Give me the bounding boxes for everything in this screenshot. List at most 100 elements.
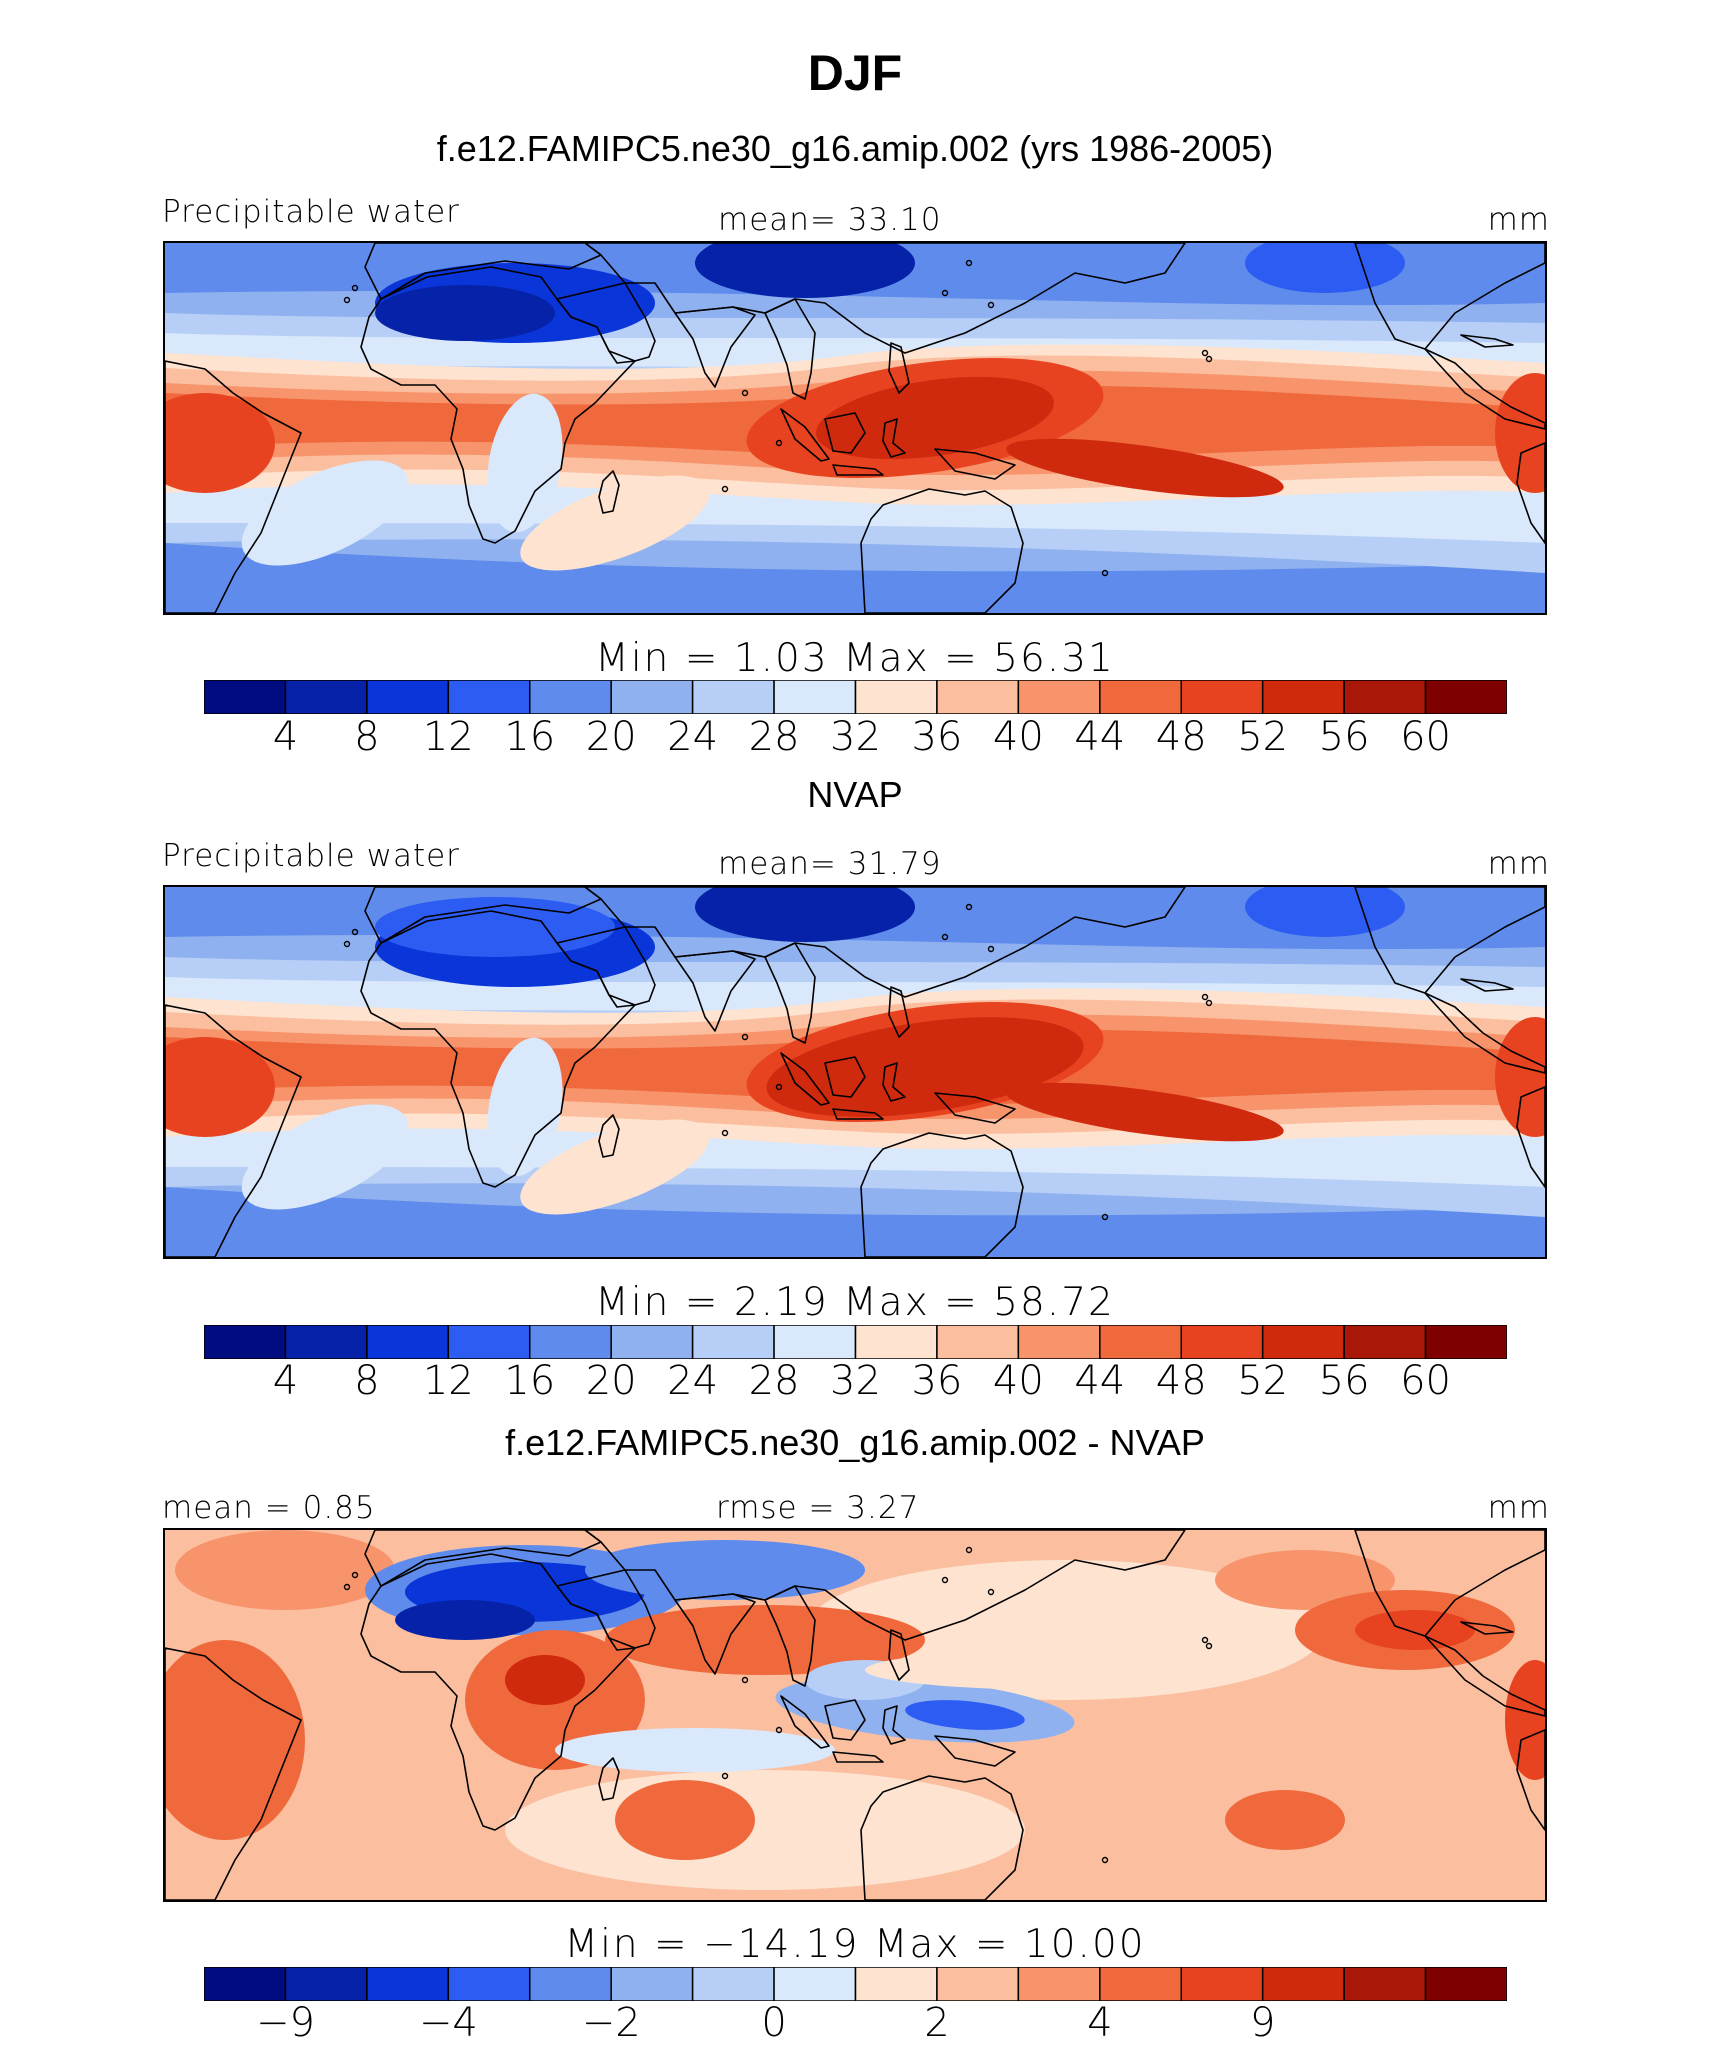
colorbar-1-swatch <box>204 680 287 714</box>
coastline <box>1354 1530 1545 1637</box>
field-contour <box>505 1655 585 1705</box>
coastline <box>832 464 884 476</box>
colorbar-2-swatch <box>1099 1325 1182 1359</box>
coastline <box>882 1062 906 1102</box>
colorbar-1-tick-label: 60 <box>1400 714 1452 760</box>
coastline <box>824 1699 866 1741</box>
coastline <box>556 282 656 362</box>
field-contour <box>375 285 555 341</box>
field-contour <box>766 1017 1084 1117</box>
panel-1-units: mm <box>1487 202 1550 238</box>
colorbar-1-tick-label: 32 <box>830 714 881 760</box>
colorbar-2-swatch <box>284 1325 368 1359</box>
field-contour <box>1495 373 1545 493</box>
coastline <box>824 412 866 454</box>
colorbar-2-tick-label: 44 <box>1074 1358 1126 1404</box>
colorbar-1-swatch <box>936 680 1020 714</box>
island <box>775 1726 783 1734</box>
island <box>1101 1213 1109 1221</box>
field-contour <box>520 475 710 571</box>
island <box>941 289 949 297</box>
field-contour <box>395 1600 535 1640</box>
colorbar-3-swatch <box>610 1967 694 2001</box>
coastline <box>780 1052 830 1106</box>
panel-2-left-label: Precipitable water <box>162 838 460 874</box>
panel-3-colorbar-ticks: −9 −4 −2 0 2 4 9 <box>0 2000 1710 2048</box>
colorbar-2-tick-label: 36 <box>911 1358 963 1404</box>
colorbar-1-tick-label: 20 <box>585 714 637 760</box>
field-contour <box>1006 1082 1284 1142</box>
coastline <box>832 1108 884 1120</box>
island <box>721 1772 729 1780</box>
coastline <box>584 243 1186 354</box>
panel-1-colorbar <box>204 680 1507 714</box>
colorbar-3-tick-label: −2 <box>581 2000 641 2046</box>
field-contour <box>585 1540 865 1600</box>
coastlines <box>165 243 1545 613</box>
island <box>941 1576 949 1584</box>
field-contour <box>1215 1550 1395 1610</box>
island <box>741 389 749 397</box>
coastline <box>934 1092 1016 1124</box>
field-contour <box>165 1037 275 1137</box>
island <box>1201 1636 1209 1644</box>
colorbar-1-tick-label: 8 <box>354 714 380 760</box>
coastline <box>556 1569 656 1649</box>
island <box>987 1588 995 1596</box>
coastline <box>882 418 906 458</box>
colorbar-1-swatch <box>1099 680 1182 714</box>
colorbar-1-swatch <box>529 680 612 714</box>
field-contour <box>1355 1610 1475 1650</box>
island <box>965 903 973 911</box>
panel-2-mean-label: mean= 31.79 <box>718 846 942 882</box>
island <box>351 284 359 292</box>
panel-2-colorbar-ticks: 4 8 12 16 20 24 28 32 36 40 44 48 52 56 60 <box>0 1358 1710 1408</box>
field-contour <box>1225 1790 1345 1850</box>
colorbar-2-swatch <box>447 1325 531 1359</box>
colorbar-1-tick-label: 56 <box>1318 714 1370 760</box>
field-contour <box>520 1119 710 1215</box>
colorbar-2-tick-label: 60 <box>1400 1358 1452 1404</box>
colorbar-2-tick-label: 56 <box>1318 1358 1370 1404</box>
colorbar-2-tick-label: 52 <box>1237 1358 1289 1404</box>
coastline <box>556 926 656 1006</box>
colorbar-1-swatch <box>610 680 694 714</box>
island <box>1205 1642 1213 1650</box>
colorbar-1-tick-label: 52 <box>1237 714 1289 760</box>
colorbar-1-tick-label: 4 <box>272 714 299 760</box>
panel-3-map <box>163 1528 1547 1902</box>
coastline <box>780 1695 830 1749</box>
coastline <box>1516 442 1545 544</box>
coastline <box>1460 1621 1514 1635</box>
coastline <box>584 1530 1186 1641</box>
colorbar-2-tick-label: 12 <box>422 1358 474 1404</box>
coastline <box>1460 334 1514 348</box>
coastline <box>1354 243 1545 350</box>
colorbar-2-tick-label: 40 <box>992 1358 1044 1404</box>
island <box>1101 1856 1109 1864</box>
coastline <box>888 1629 910 1681</box>
panel-1-map <box>163 241 1547 615</box>
coastline <box>764 1585 816 1687</box>
coastline <box>888 342 910 394</box>
colorbar-3-swatch <box>284 1967 368 2001</box>
field-contour <box>487 393 563 533</box>
coastline <box>832 1751 884 1763</box>
field-contour <box>165 543 1545 613</box>
field-contour <box>605 1605 925 1675</box>
field-contour <box>165 393 275 493</box>
colorbar-2-tick-label: 28 <box>748 1358 800 1404</box>
colorbar-2-swatch <box>1261 1325 1345 1359</box>
island <box>965 259 973 267</box>
colorbar-3-swatch <box>529 1967 612 2001</box>
colorbar-2-tick-label: 8 <box>354 1358 380 1404</box>
panel-3-rmse-label: rmse = 3.27 <box>716 1490 920 1526</box>
coastline <box>165 1004 302 1257</box>
coastline <box>1354 887 1545 994</box>
island <box>987 301 995 309</box>
colorbar-2-tick-label: 16 <box>504 1358 556 1404</box>
island <box>987 945 995 953</box>
coastline <box>882 1705 906 1745</box>
panel-1-left-label: Precipitable water <box>162 194 460 230</box>
coastline <box>888 986 910 1038</box>
